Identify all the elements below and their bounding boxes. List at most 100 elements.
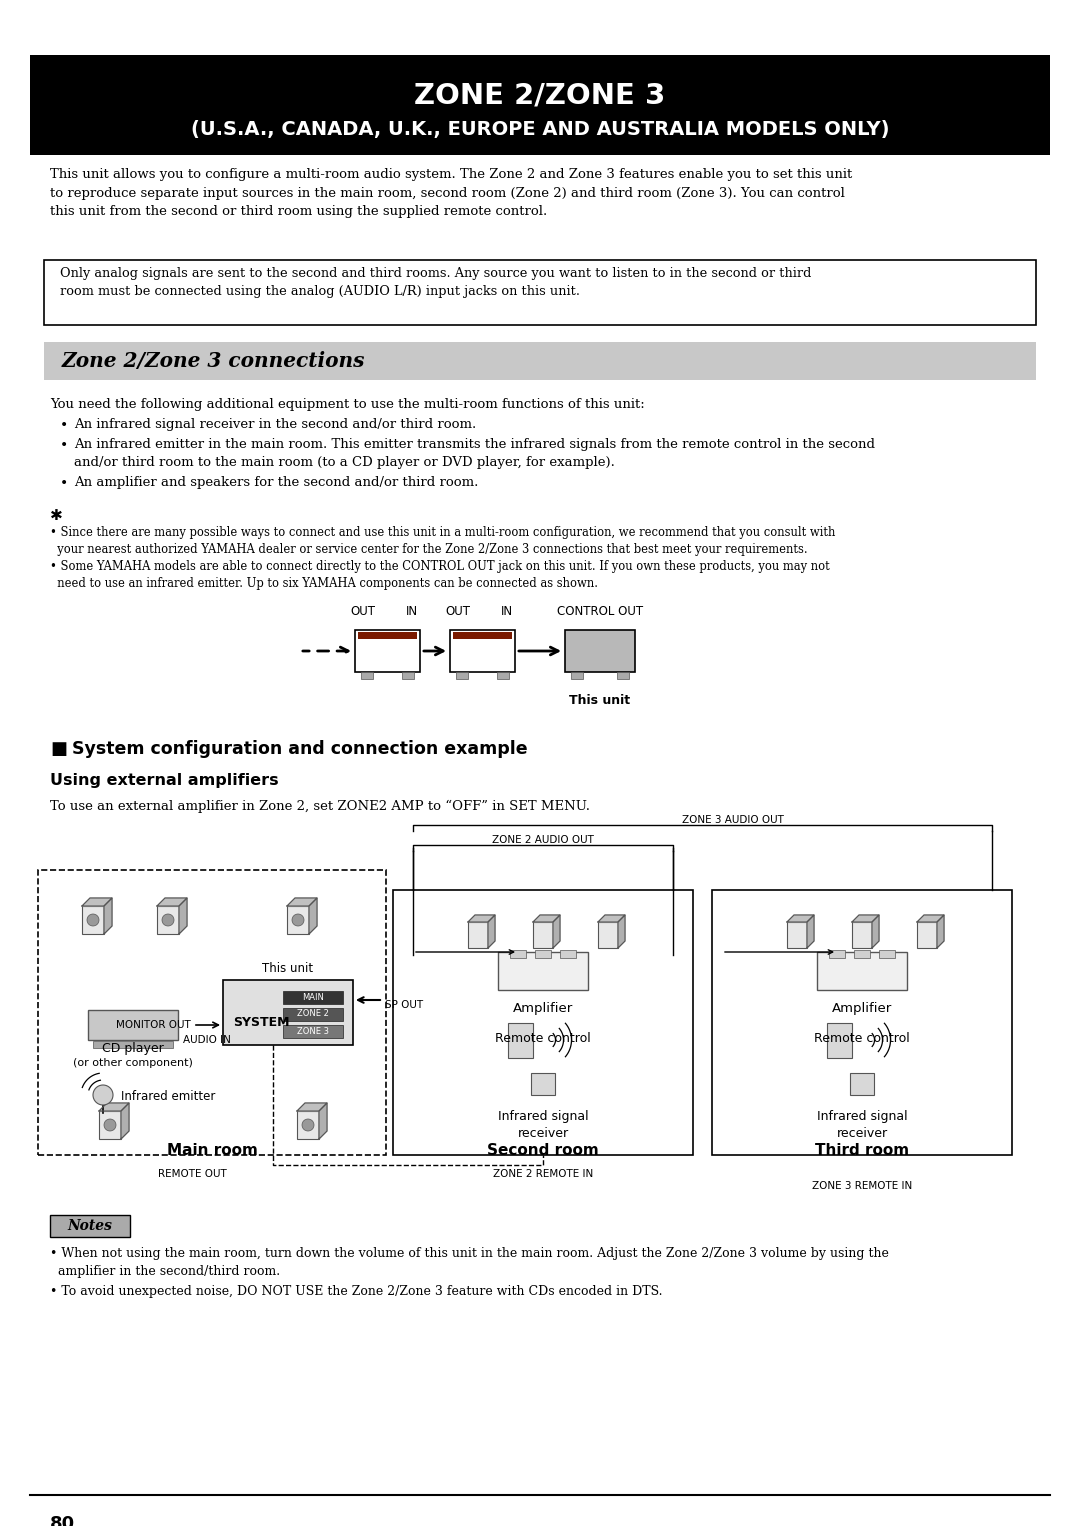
Polygon shape bbox=[309, 897, 318, 934]
Polygon shape bbox=[534, 916, 561, 922]
Bar bbox=[222, 980, 353, 1045]
Text: CD player: CD player bbox=[103, 1042, 164, 1054]
Bar bbox=[508, 1022, 534, 1058]
Bar bbox=[598, 922, 618, 948]
Polygon shape bbox=[787, 916, 814, 922]
Circle shape bbox=[162, 914, 174, 926]
Bar bbox=[531, 1073, 555, 1096]
Text: Amplifier: Amplifier bbox=[832, 1003, 892, 1015]
Bar bbox=[617, 671, 629, 679]
Polygon shape bbox=[807, 916, 814, 948]
Bar bbox=[283, 1025, 343, 1038]
Circle shape bbox=[104, 1119, 116, 1131]
Text: To use an external amplifier in Zone 2, set ZONE2 AMP to “OFF” in SET MENU.: To use an external amplifier in Zone 2, … bbox=[50, 800, 590, 813]
Bar bbox=[361, 671, 373, 679]
Text: 80: 80 bbox=[50, 1515, 76, 1526]
Bar bbox=[283, 1009, 343, 1021]
Bar bbox=[571, 671, 583, 679]
Bar bbox=[287, 906, 309, 934]
Polygon shape bbox=[157, 897, 187, 906]
Text: Third room: Third room bbox=[815, 1143, 909, 1158]
Text: •: • bbox=[60, 438, 68, 452]
Text: MONITOR OUT: MONITOR OUT bbox=[117, 1019, 191, 1030]
Text: ZONE 2 AUDIO OUT: ZONE 2 AUDIO OUT bbox=[492, 835, 594, 845]
Text: receiver: receiver bbox=[517, 1128, 568, 1140]
Text: (U.S.A., CANADA, U.K., EUROPE AND AUSTRALIA MODELS ONLY): (U.S.A., CANADA, U.K., EUROPE AND AUSTRA… bbox=[191, 121, 889, 139]
Bar bbox=[816, 952, 907, 990]
Polygon shape bbox=[553, 916, 561, 948]
Bar bbox=[535, 951, 551, 958]
Circle shape bbox=[292, 914, 303, 926]
Text: • Since there are many possible ways to connect and use this unit in a multi-roo: • Since there are many possible ways to … bbox=[50, 526, 835, 555]
Bar bbox=[852, 922, 872, 948]
Text: Main room: Main room bbox=[166, 1143, 257, 1158]
Text: Infrared emitter: Infrared emitter bbox=[121, 1090, 215, 1103]
Polygon shape bbox=[488, 916, 495, 948]
Polygon shape bbox=[852, 916, 879, 922]
Bar bbox=[38, 870, 386, 1155]
Text: ZONE 2 REMOTE IN: ZONE 2 REMOTE IN bbox=[492, 1169, 593, 1180]
Polygon shape bbox=[598, 916, 625, 922]
Bar bbox=[917, 922, 937, 948]
Text: System configuration and connection example: System configuration and connection exam… bbox=[72, 740, 528, 758]
Bar bbox=[534, 922, 553, 948]
Bar bbox=[561, 951, 576, 958]
Text: ZONE 3 AUDIO OUT: ZONE 3 AUDIO OUT bbox=[681, 815, 783, 826]
Text: SYSTEM: SYSTEM bbox=[233, 1016, 289, 1029]
Bar bbox=[283, 990, 343, 1004]
Bar bbox=[82, 906, 104, 934]
Polygon shape bbox=[287, 897, 318, 906]
Text: Infrared signal: Infrared signal bbox=[816, 1109, 907, 1123]
Text: An amplifier and speakers for the second and/or third room.: An amplifier and speakers for the second… bbox=[75, 476, 478, 488]
Polygon shape bbox=[319, 1103, 327, 1138]
Text: Using external amplifiers: Using external amplifiers bbox=[50, 774, 279, 787]
Text: IN: IN bbox=[406, 604, 418, 618]
Bar bbox=[93, 1041, 173, 1048]
Text: You need the following additional equipment to use the multi-room functions of t: You need the following additional equipm… bbox=[50, 398, 645, 410]
Bar bbox=[157, 906, 179, 934]
Text: MAIN: MAIN bbox=[302, 992, 324, 1001]
Polygon shape bbox=[937, 916, 944, 948]
Text: This unit allows you to configure a multi-room audio system. The Zone 2 and Zone: This unit allows you to configure a mult… bbox=[50, 168, 852, 218]
Text: •: • bbox=[60, 476, 68, 490]
Bar bbox=[402, 671, 414, 679]
Bar bbox=[827, 1022, 852, 1058]
Text: Remote control: Remote control bbox=[814, 1032, 909, 1045]
Bar bbox=[50, 1215, 130, 1238]
Bar bbox=[453, 632, 512, 639]
Bar bbox=[357, 632, 417, 639]
Bar bbox=[456, 671, 468, 679]
Polygon shape bbox=[179, 897, 187, 934]
Text: Second room: Second room bbox=[487, 1143, 599, 1158]
Polygon shape bbox=[121, 1103, 129, 1138]
Bar bbox=[44, 259, 1036, 325]
Text: ■: ■ bbox=[50, 740, 67, 758]
Bar bbox=[498, 952, 588, 990]
Bar bbox=[850, 1073, 874, 1096]
Bar bbox=[44, 342, 1036, 380]
Bar bbox=[497, 671, 509, 679]
Bar bbox=[393, 890, 693, 1155]
Bar bbox=[450, 630, 515, 671]
Polygon shape bbox=[917, 916, 944, 922]
Text: SP OUT: SP OUT bbox=[384, 1000, 423, 1010]
Text: (or other component): (or other component) bbox=[73, 1058, 193, 1068]
Circle shape bbox=[302, 1119, 314, 1131]
Polygon shape bbox=[99, 1103, 129, 1111]
Text: •: • bbox=[60, 418, 68, 432]
Bar bbox=[787, 922, 807, 948]
Text: Only analog signals are sent to the second and third rooms. Any source you want : Only analog signals are sent to the seco… bbox=[60, 267, 811, 299]
Polygon shape bbox=[872, 916, 879, 948]
Text: Infrared signal: Infrared signal bbox=[498, 1109, 589, 1123]
Text: This unit: This unit bbox=[262, 961, 313, 975]
Text: REMOTE OUT: REMOTE OUT bbox=[158, 1169, 227, 1180]
Polygon shape bbox=[82, 897, 112, 906]
Polygon shape bbox=[104, 897, 112, 934]
Text: ✱: ✱ bbox=[50, 508, 63, 523]
Text: AUDIO IN: AUDIO IN bbox=[183, 1035, 231, 1045]
Text: Notes: Notes bbox=[68, 1219, 112, 1233]
Bar bbox=[879, 951, 895, 958]
Bar bbox=[854, 951, 870, 958]
Text: This unit: This unit bbox=[569, 694, 631, 707]
Text: • When not using the main room, turn down the volume of this unit in the main ro: • When not using the main room, turn dow… bbox=[50, 1247, 889, 1277]
